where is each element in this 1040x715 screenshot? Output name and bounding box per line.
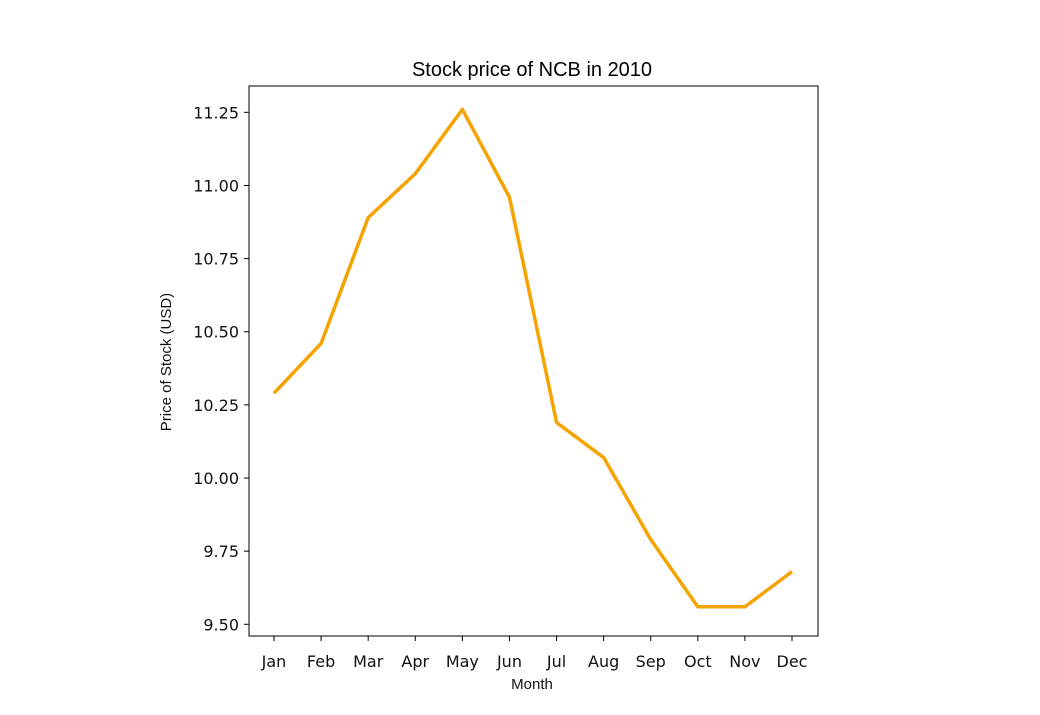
x-tick-label: Apr: [401, 652, 429, 671]
x-axis: Jan Feb Mar Apr May Jun Jul Aug Sep Oct Nov Dec: [261, 636, 808, 671]
x-tick-label: Aug: [588, 652, 619, 671]
y-tick-label: 10.50: [193, 323, 239, 342]
y-tick-label: 10.75: [193, 250, 239, 269]
y-tick-label: 11.00: [193, 176, 239, 195]
y-axis-label: Price of Stock (USD): [158, 293, 175, 431]
y-tick-label: 9.50: [203, 615, 239, 634]
plot-area-frame: [248, 85, 819, 637]
y-tick-label: 10.25: [193, 396, 239, 415]
y-tick-label: 10.00: [193, 469, 239, 488]
x-tick-label: Sep: [636, 652, 666, 671]
x-tick-label: Jan: [261, 652, 287, 671]
y-tick-label: 9.75: [203, 542, 239, 561]
x-axis-label: Month: [511, 676, 553, 693]
x-tick-label: Nov: [729, 652, 760, 671]
x-tick-label: Jul: [546, 652, 566, 671]
series-line-price: [272, 107, 794, 609]
x-tick-label: Oct: [684, 652, 712, 671]
x-tick-label: May: [446, 652, 479, 671]
chart-title: Stock price of NCB in 2010: [412, 59, 652, 81]
x-tick-label: Feb: [307, 652, 335, 671]
y-tick-label: 11.25: [193, 103, 239, 122]
x-tick-label: Dec: [777, 652, 808, 671]
x-tick-label: Jun: [496, 652, 522, 671]
x-tick-label: Mar: [353, 652, 384, 671]
y-axis: 9.50 9.75 10.00 10.25 10.50 10.75 11.00 11.25: [193, 103, 249, 634]
